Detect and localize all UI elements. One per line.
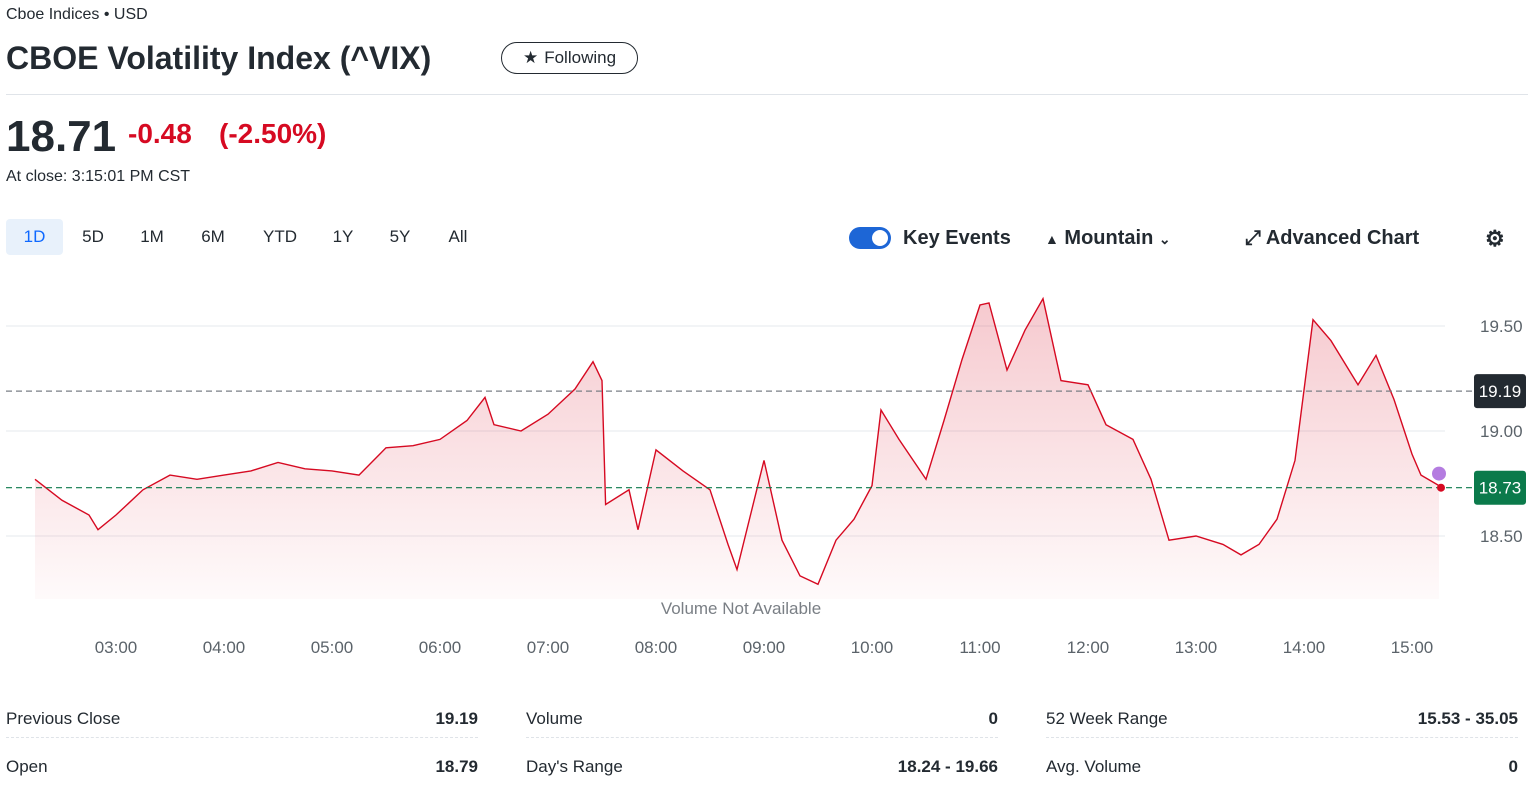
price-badge-label: 18.73 [1479, 479, 1522, 498]
range-tab[interactable]: 1D [6, 219, 63, 255]
stat-label: Volume [526, 709, 583, 728]
stat-value: 18.79 [435, 757, 478, 776]
x-tick-label: 06:00 [419, 638, 462, 657]
range-tab[interactable]: 1M [140, 227, 164, 246]
price-badge-label: 19.19 [1479, 382, 1522, 401]
end-marker [1432, 466, 1446, 481]
volume-note: Volume Not Available [661, 599, 821, 618]
range-tab[interactable]: 5Y [389, 227, 411, 246]
settings-icon[interactable]: ⚙ [1485, 226, 1505, 251]
divider [6, 94, 1528, 95]
range-tab[interactable]: All [448, 227, 468, 246]
range-tab[interactable]: 1Y [332, 227, 354, 246]
chart-type-label: Mountain [1064, 227, 1154, 249]
x-tick-label: 08:00 [635, 638, 678, 657]
stat-label: Previous Close [6, 709, 121, 728]
stat-value: 0 [1508, 757, 1518, 776]
advanced-chart[interactable]: ⤢ Advanced Chart [1245, 227, 1419, 250]
change-percent: (-2.50%) [219, 118, 327, 149]
price: 18.71 [6, 112, 117, 161]
stat-label: 52 Week Range [1046, 709, 1168, 728]
stat-value: 0 [988, 709, 998, 728]
key-events[interactable]: Key Events [903, 227, 1011, 249]
x-tick-label: 09:00 [743, 638, 786, 657]
y-tick-label: 19.50 [1480, 317, 1523, 336]
x-tick-label: 07:00 [527, 638, 570, 657]
range-tab[interactable]: YTD [263, 227, 297, 246]
row-separator [6, 737, 478, 738]
x-tick-label: 03:00 [95, 638, 138, 657]
close-time: At close: 3:15:01 PM CST [6, 168, 191, 185]
row-separator [526, 737, 998, 738]
stat-value: 18.24 - 19.66 [897, 757, 998, 776]
x-tick-label: 12:00 [1067, 638, 1110, 657]
row-separator [1046, 737, 1518, 738]
price-badge [1474, 374, 1526, 409]
advanced-label: Advanced Chart [1265, 227, 1420, 249]
stat-label: Day's Range [526, 757, 623, 776]
stat-value: 15.53 - 35.05 [1417, 709, 1518, 728]
follow-label: Following [544, 48, 617, 67]
x-tick-label: 14:00 [1283, 638, 1326, 657]
key-events-toggle[interactable] [849, 227, 891, 249]
line [34, 296, 1440, 586]
range-tab[interactable]: 5D [82, 227, 104, 246]
stat-label: Open [6, 757, 48, 776]
chart: 18.50 19.00 19.50 03:00 04:00 05:00 06:00 07:00… [6, 296, 1526, 657]
area [35, 298, 1439, 599]
x-tick-label: 15:00 [1391, 638, 1434, 657]
x-tick-label: 13:00 [1175, 638, 1218, 657]
y-tick-label: 18.50 [1480, 527, 1523, 546]
x-tick-label: 10:00 [851, 638, 894, 657]
follow-button[interactable]: ★ Following [501, 42, 638, 74]
x-tick-label: 04:00 [203, 638, 246, 657]
range-tab[interactable]: 6M [201, 227, 225, 246]
x-tick-label: 05:00 [311, 638, 354, 657]
exchange: Cboe Indices • USD [6, 6, 148, 23]
x-tick-label: 11:00 [959, 638, 1000, 657]
title: CBOE Volatility Index (^VIX) [6, 40, 432, 76]
stat-label: Avg. Volume [1046, 757, 1142, 776]
stat-value: 19.19 [435, 709, 478, 728]
chart-type[interactable]: ▲ Mountain ⌄ [1045, 227, 1171, 250]
change: -0.48 [128, 118, 192, 149]
current-dot [1437, 483, 1445, 492]
price-badge [1474, 470, 1526, 505]
star-icon: ★ [522, 48, 539, 67]
caret: ⌄ [1158, 231, 1171, 247]
mountain-icon: ▲ [1045, 231, 1059, 247]
y-tick-label: 19.00 [1480, 422, 1523, 441]
expand-icon: ⤢ [1245, 227, 1261, 249]
